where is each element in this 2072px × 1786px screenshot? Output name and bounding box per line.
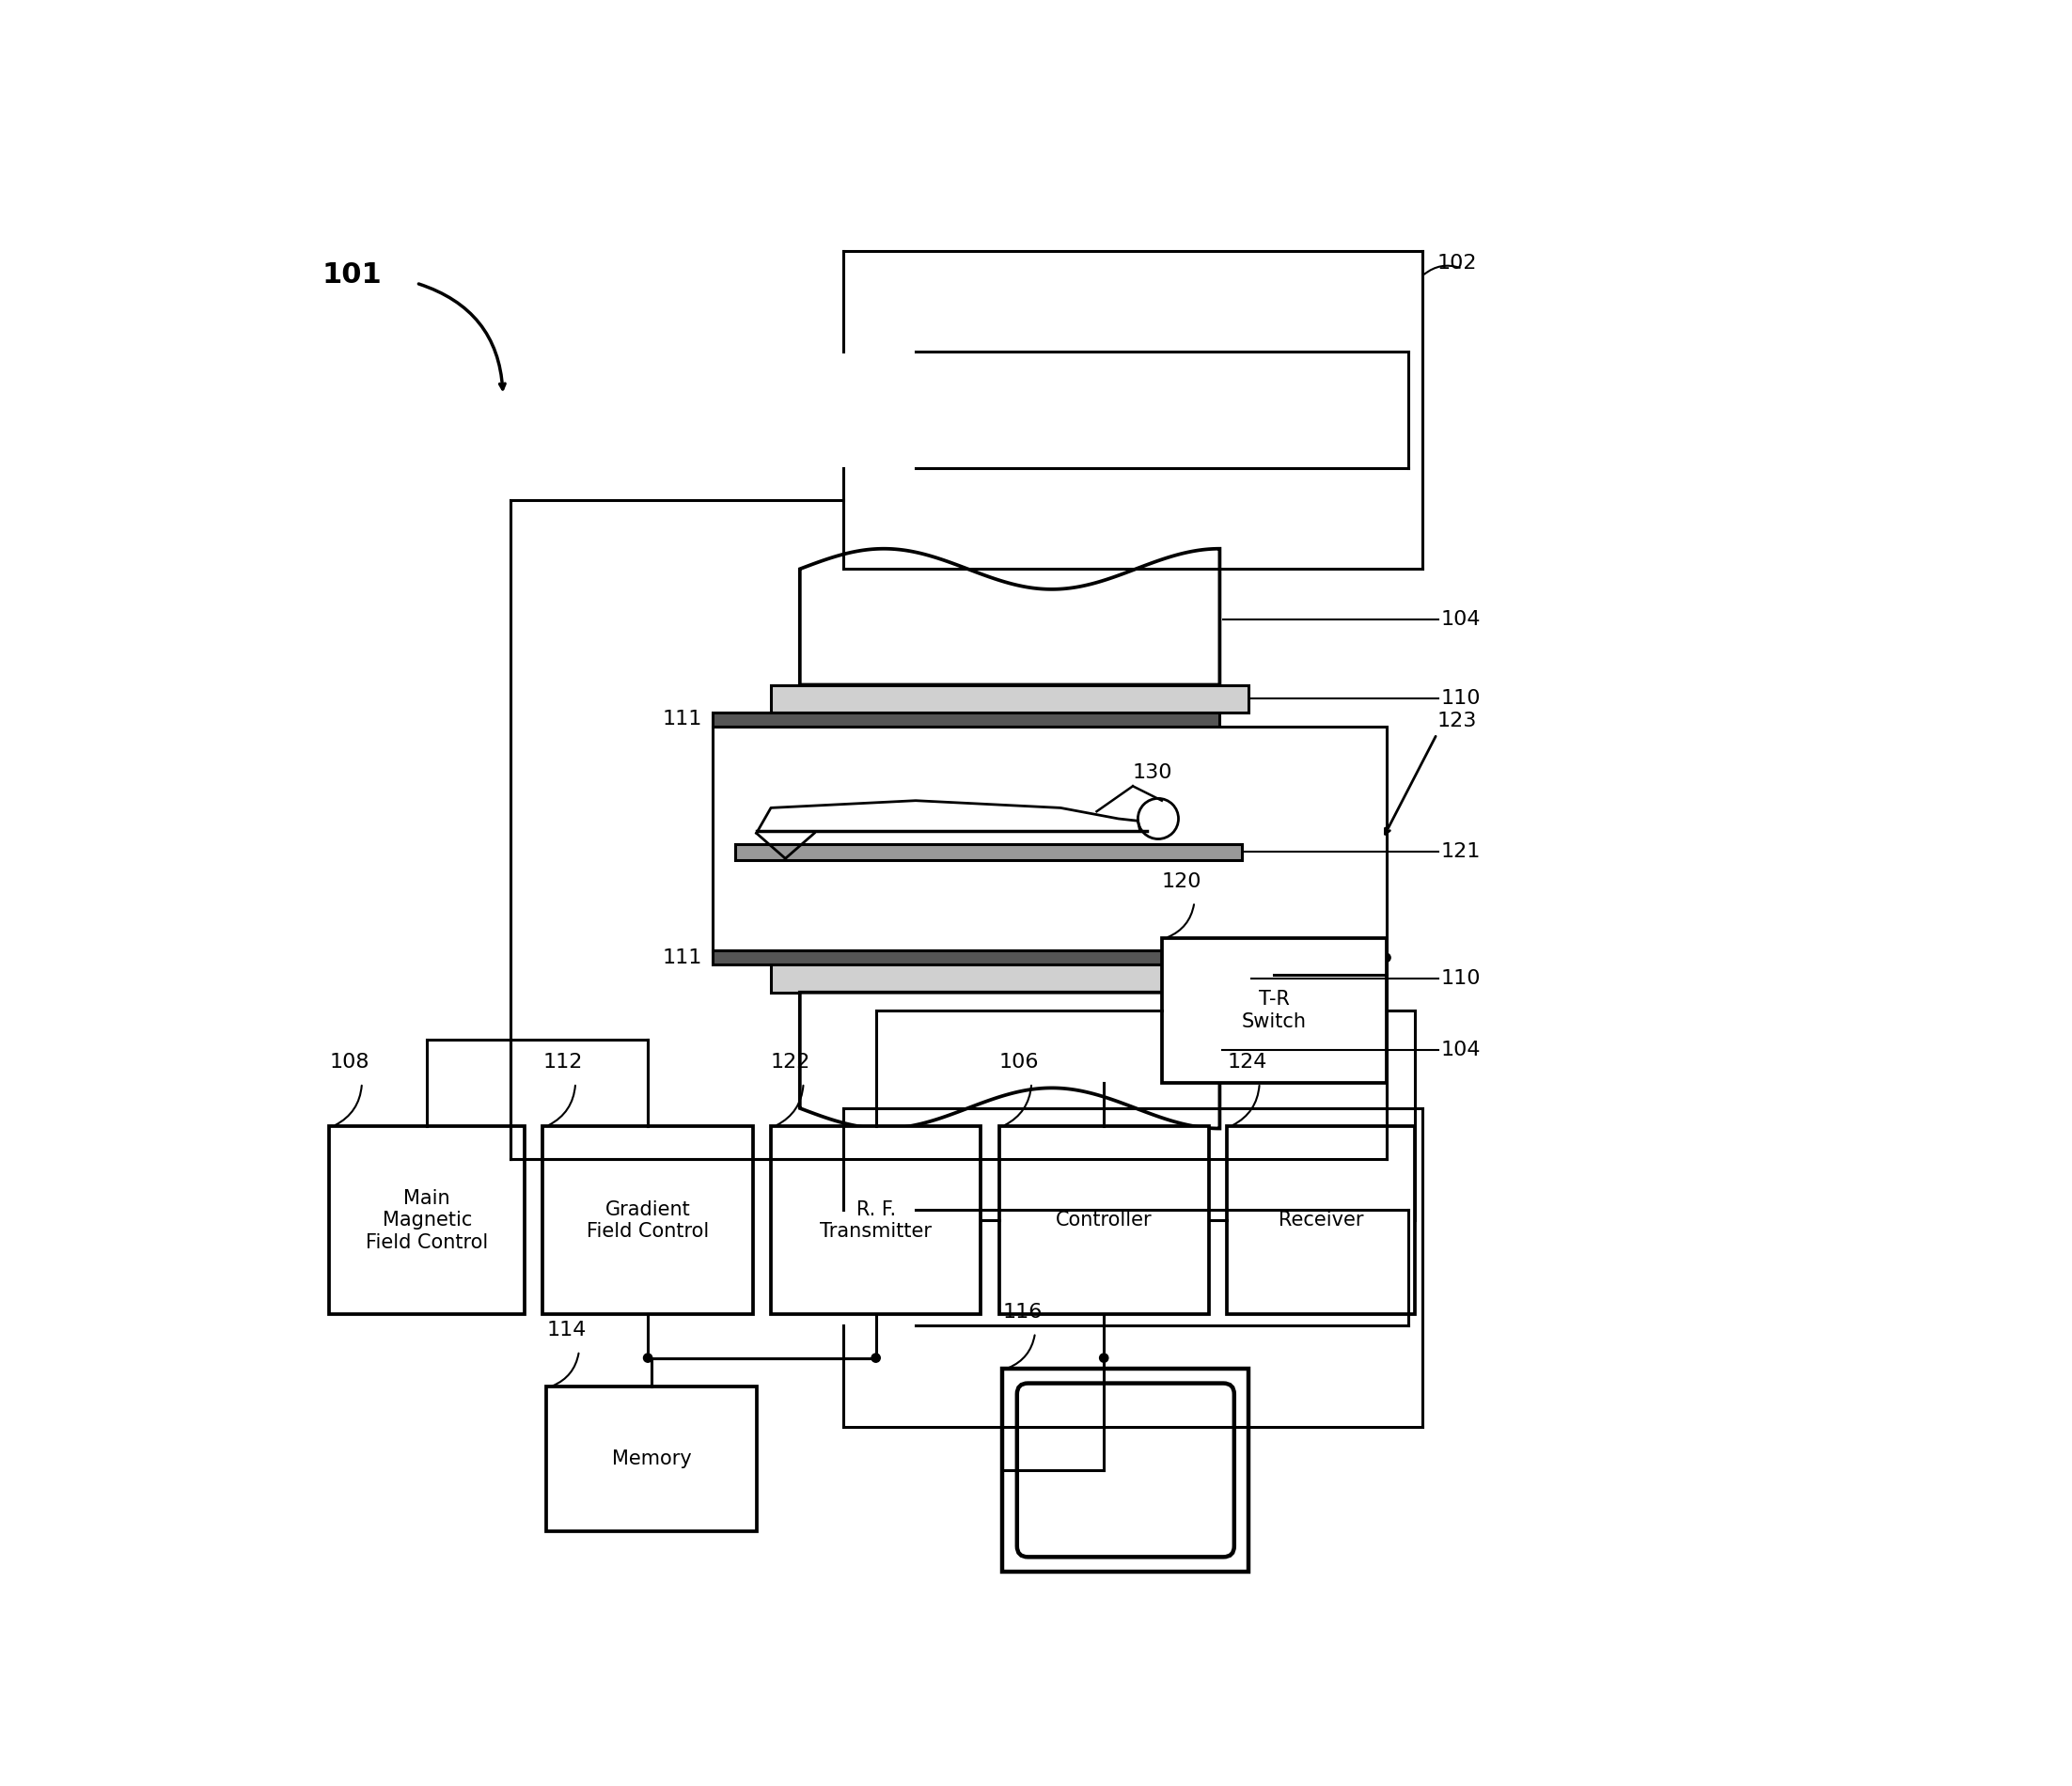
- Polygon shape: [800, 548, 1220, 684]
- Text: 106: 106: [999, 1054, 1038, 1072]
- Text: 102: 102: [1436, 254, 1477, 273]
- Text: 116: 116: [1003, 1304, 1042, 1322]
- Bar: [547, 1388, 756, 1532]
- Text: 110: 110: [1440, 970, 1481, 988]
- Text: 111: 111: [663, 711, 702, 729]
- Text: 110: 110: [1440, 689, 1481, 707]
- Text: Receiver: Receiver: [1278, 1211, 1363, 1231]
- Bar: [1227, 1127, 1415, 1314]
- Text: T-R
Switch: T-R Switch: [1241, 989, 1307, 1031]
- Text: 120: 120: [1162, 872, 1202, 891]
- Bar: [771, 1127, 980, 1314]
- Circle shape: [1382, 954, 1390, 963]
- Bar: [999, 1127, 1208, 1314]
- Text: 121: 121: [1440, 843, 1479, 861]
- Text: 111: 111: [663, 948, 702, 966]
- Text: R. F.
Transmitter: R. F. Transmitter: [821, 1200, 932, 1241]
- Circle shape: [506, 1154, 514, 1163]
- Bar: [771, 964, 1249, 993]
- Bar: [713, 727, 1386, 952]
- Polygon shape: [800, 993, 1220, 1129]
- Text: Main
Magnetic
Field Control: Main Magnetic Field Control: [367, 1189, 489, 1252]
- Bar: [771, 684, 1249, 713]
- Text: 108: 108: [329, 1054, 369, 1072]
- Bar: [543, 1127, 752, 1314]
- FancyBboxPatch shape: [1017, 1382, 1235, 1557]
- Bar: [713, 950, 1220, 964]
- Text: Controller: Controller: [1055, 1211, 1152, 1231]
- Bar: [736, 845, 1241, 859]
- Text: Gradient
Field Control: Gradient Field Control: [586, 1200, 709, 1241]
- Text: 104: 104: [1440, 1041, 1481, 1059]
- Text: 130: 130: [1133, 763, 1173, 782]
- Circle shape: [644, 1354, 653, 1363]
- Text: 104: 104: [1440, 611, 1481, 629]
- Circle shape: [1100, 1354, 1109, 1363]
- Text: 112: 112: [543, 1054, 582, 1072]
- Text: 123: 123: [1436, 711, 1477, 730]
- Circle shape: [872, 1354, 881, 1363]
- Text: Memory: Memory: [611, 1450, 692, 1468]
- Bar: [1003, 1368, 1249, 1572]
- Text: 114: 114: [547, 1322, 586, 1340]
- Bar: [1162, 938, 1386, 1082]
- Text: 122: 122: [771, 1054, 810, 1072]
- Text: 124: 124: [1227, 1054, 1266, 1072]
- Bar: [713, 713, 1220, 727]
- Text: 101: 101: [321, 261, 381, 289]
- Bar: [329, 1127, 524, 1314]
